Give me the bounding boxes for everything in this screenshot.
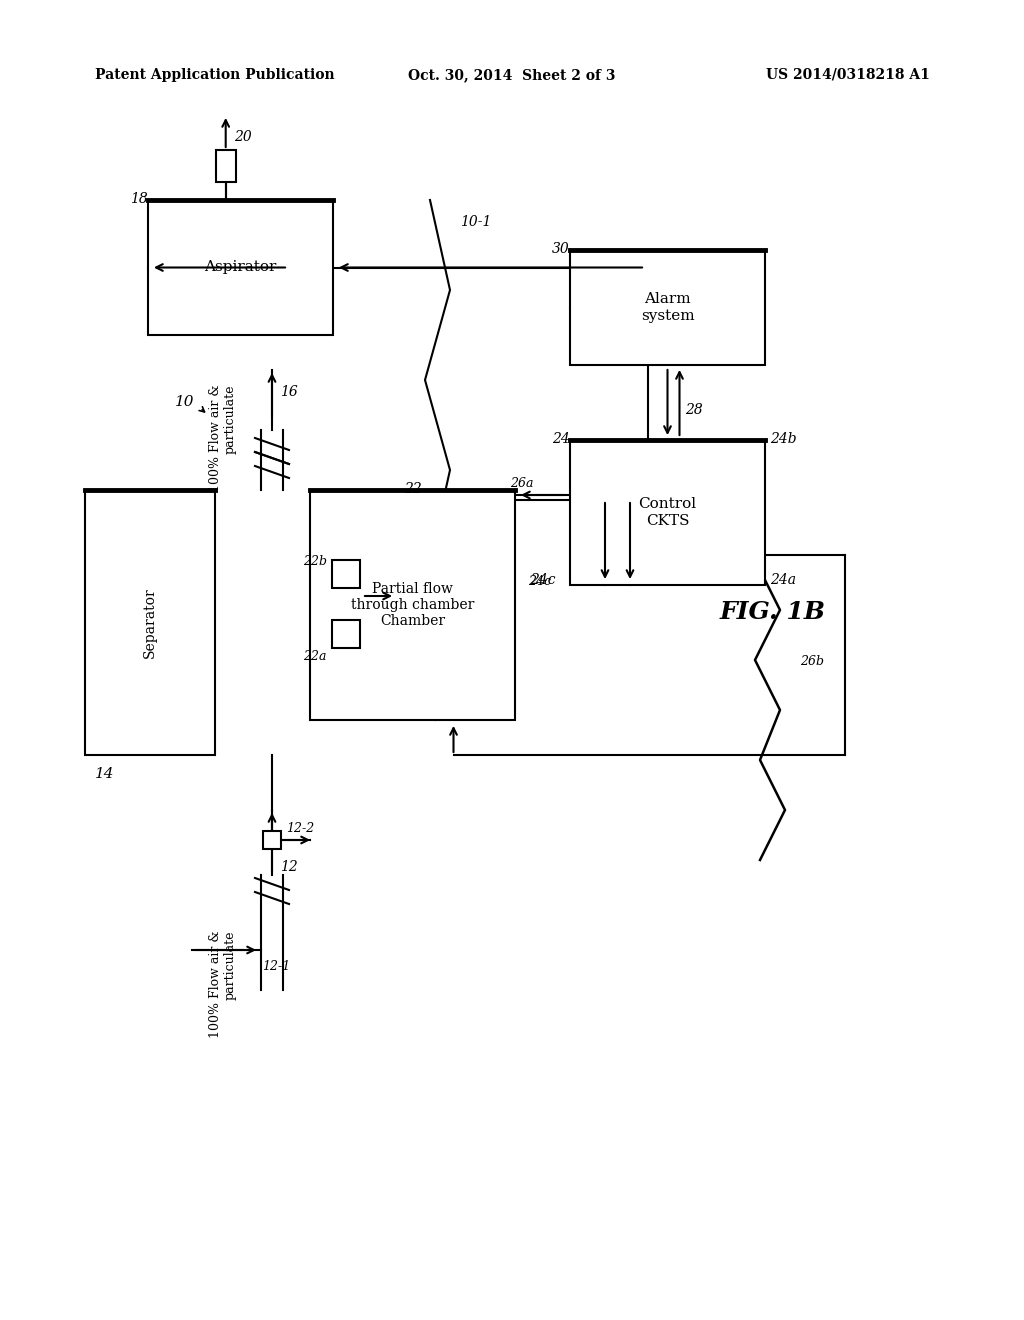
Text: Partial flow
through chamber
Chamber: Partial flow through chamber Chamber (351, 582, 474, 628)
Text: 12: 12 (280, 861, 298, 874)
Text: Aspirator: Aspirator (205, 260, 276, 275)
Bar (332, 560, 360, 587)
Text: 30: 30 (552, 242, 569, 256)
Text: 24b: 24b (770, 432, 797, 446)
Text: 20: 20 (233, 129, 252, 144)
Text: 22b: 22b (303, 554, 327, 568)
Bar (216, 150, 236, 182)
Text: 100% Flow air &
particulate: 100% Flow air & particulate (209, 931, 237, 1038)
Bar (332, 620, 360, 648)
Text: 10: 10 (175, 395, 195, 409)
Text: 12-1: 12-1 (262, 960, 290, 973)
Text: 18: 18 (130, 191, 147, 206)
Text: 24c: 24c (530, 573, 555, 587)
Text: 24: 24 (552, 432, 569, 446)
Bar (85, 490, 215, 755)
Text: 26b: 26b (800, 655, 824, 668)
Bar (263, 832, 281, 849)
Text: 26a: 26a (510, 477, 534, 490)
Bar (310, 490, 515, 719)
Text: 24a: 24a (770, 573, 796, 587)
Text: Separator: Separator (143, 587, 157, 657)
Text: 14: 14 (95, 767, 115, 781)
Text: US 2014/0318218 A1: US 2014/0318218 A1 (766, 69, 930, 82)
Bar (148, 201, 333, 335)
Text: Patent Application Publication: Patent Application Publication (95, 69, 335, 82)
Text: 24c: 24c (528, 576, 551, 587)
Text: 100% Flow air &
particulate: 100% Flow air & particulate (209, 385, 237, 492)
Text: 22: 22 (403, 482, 421, 496)
Text: 16: 16 (280, 385, 298, 399)
Text: 22a: 22a (303, 649, 327, 663)
Text: Control
CKTS: Control CKTS (638, 498, 696, 528)
Bar (570, 440, 765, 585)
Text: Oct. 30, 2014  Sheet 2 of 3: Oct. 30, 2014 Sheet 2 of 3 (409, 69, 615, 82)
Text: 12-2: 12-2 (286, 822, 314, 836)
Bar (570, 249, 765, 366)
Text: Alarm
system: Alarm system (641, 293, 694, 322)
Text: 10-1: 10-1 (460, 215, 492, 228)
Text: 28: 28 (685, 403, 703, 417)
Text: FIG. 1B: FIG. 1B (720, 601, 826, 624)
